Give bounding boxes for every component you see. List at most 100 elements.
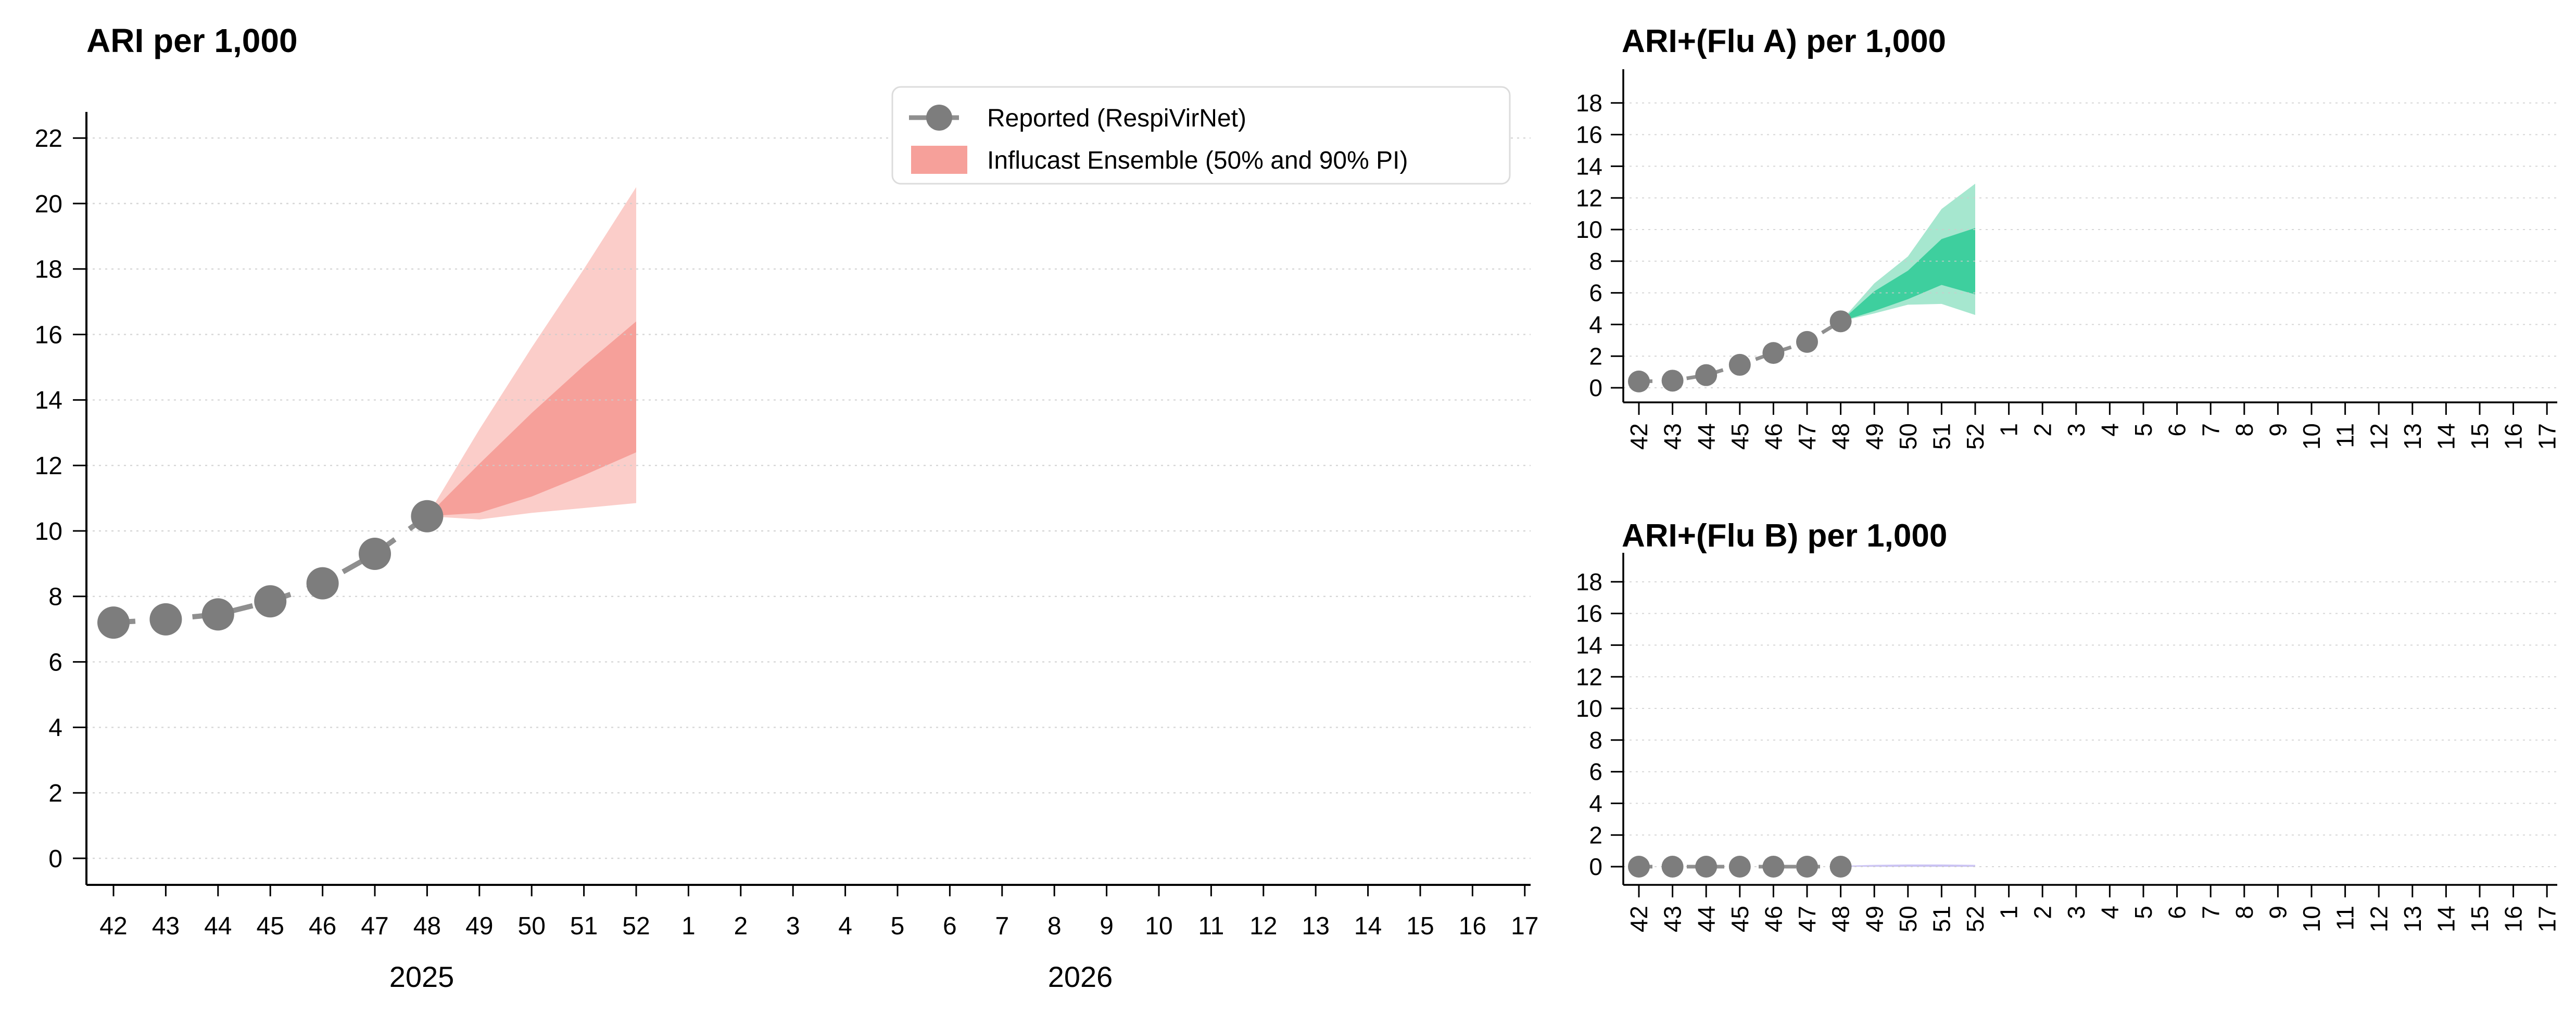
y-tick-label: 18 <box>1576 90 1602 117</box>
x-tick-label: 13 <box>1302 912 1330 940</box>
static-layer: ARI per 1,000 ARI+(Flu A) per 1,000 ARI+… <box>86 22 1947 993</box>
x-tick-label: 7 <box>2197 906 2224 919</box>
x-tick-label: 45 <box>1726 423 1753 450</box>
y-tick-label: 18 <box>35 256 62 284</box>
reported-point <box>1829 310 1852 333</box>
y-tick-label: 8 <box>1589 248 1602 275</box>
x-tick-label: 44 <box>1693 906 1720 932</box>
y-tick-label: 12 <box>1576 184 1602 211</box>
y-tick-label: 14 <box>35 387 62 414</box>
x-tick-label: 52 <box>1962 423 1989 450</box>
x-tick-label: 52 <box>622 912 650 940</box>
x-tick-label: 3 <box>2063 906 2090 919</box>
x-tick-label: 6 <box>2164 906 2191 919</box>
x-tick-label: 1 <box>1996 906 2023 919</box>
x-tick-label: 17 <box>1511 912 1538 940</box>
year-label-2026: 2026 <box>1048 960 1113 993</box>
y-tick-label: 10 <box>1576 695 1602 722</box>
x-tick-label: 11 <box>2332 906 2359 931</box>
x-tick-label: 5 <box>2130 906 2157 919</box>
x-tick-label: 3 <box>786 912 800 940</box>
y-tick-label: 6 <box>1589 758 1602 785</box>
x-tick-label: 8 <box>1047 912 1062 940</box>
x-tick-label: 16 <box>2500 423 2527 450</box>
forecast-band-pi90 <box>1840 183 1975 322</box>
y-tick-label: 16 <box>1576 600 1602 627</box>
y-tick-label: 0 <box>1589 853 1602 880</box>
y-tick-label: 12 <box>1576 663 1602 690</box>
x-tick-label: 12 <box>2365 423 2392 450</box>
y-tick-label: 22 <box>35 125 62 153</box>
y-tick-label: 16 <box>35 321 62 349</box>
x-tick-label: 16 <box>2500 906 2527 932</box>
x-tick-label: 4 <box>2097 906 2124 919</box>
x-tick-label: 48 <box>413 912 441 940</box>
x-tick-label: 51 <box>1928 906 1955 932</box>
x-tick-label: 43 <box>1659 906 1686 932</box>
x-tick-label: 46 <box>1760 906 1787 932</box>
x-tick-label: 15 <box>1406 912 1434 940</box>
y-tick-label: 6 <box>48 649 62 676</box>
x-tick-label: 3 <box>2063 423 2090 437</box>
x-tick-label: 49 <box>465 912 493 940</box>
y-tick-label: 20 <box>35 191 62 218</box>
y-tick-label: 10 <box>1576 216 1602 243</box>
x-tick-label: 1 <box>1996 423 2023 437</box>
reported-point <box>149 603 182 636</box>
x-tick-label: 11 <box>2332 423 2359 448</box>
y-tick-label: 8 <box>48 583 62 611</box>
x-tick-label: 8 <box>2231 906 2258 919</box>
reported-point <box>97 606 130 639</box>
x-tick-label: 13 <box>2399 423 2426 450</box>
x-tick-label: 43 <box>1659 423 1686 450</box>
reported-point <box>1628 856 1650 878</box>
x-tick-label: 44 <box>204 912 232 940</box>
y-tick-label: 4 <box>1589 311 1602 338</box>
x-tick-label: 51 <box>570 912 598 940</box>
x-tick-label: 15 <box>2466 423 2493 450</box>
x-tick-label: 10 <box>2298 906 2325 932</box>
x-tick-label: 50 <box>518 912 546 940</box>
x-tick-label: 11 <box>1198 912 1224 940</box>
x-tick-label: 42 <box>99 912 127 940</box>
flu-b-chart-title: ARI+(Flu B) per 1,000 <box>1622 518 1947 554</box>
y-tick-label: 12 <box>35 452 62 480</box>
x-tick-label: 47 <box>1794 423 1821 450</box>
x-tick-label: 7 <box>2197 423 2224 437</box>
reported-point <box>1728 353 1751 376</box>
forecast-band-pi50 <box>427 321 636 516</box>
x-tick-label: 52 <box>1962 906 1989 932</box>
ensemble-swatch-icon <box>911 146 967 174</box>
x-tick-label: 8 <box>2231 423 2258 437</box>
reported-point <box>1695 364 1718 386</box>
x-tick-label: 14 <box>2433 423 2460 450</box>
x-tick-label: 12 <box>2365 906 2392 932</box>
x-tick-label: 10 <box>2298 423 2325 450</box>
x-tick-label: 17 <box>2533 423 2560 450</box>
x-tick-label: 49 <box>1861 423 1888 450</box>
x-tick-label: 7 <box>995 912 1009 940</box>
x-tick-label: 47 <box>1794 906 1821 932</box>
reported-point <box>1796 856 1818 878</box>
x-tick-label: 1 <box>681 912 696 940</box>
y-tick-label: 4 <box>48 714 62 742</box>
x-tick-label: 48 <box>1827 906 1854 932</box>
x-tick-label: 46 <box>1760 423 1787 450</box>
x-tick-label: 48 <box>1827 423 1854 450</box>
x-tick-label: 12 <box>1249 912 1277 940</box>
x-tick-label: 43 <box>152 912 180 940</box>
y-tick-label: 14 <box>1576 153 1602 180</box>
x-tick-label: 49 <box>1861 906 1888 932</box>
reported-point <box>1695 856 1718 878</box>
reported-point <box>306 567 339 600</box>
y-tick-label: 14 <box>1576 632 1602 659</box>
reported-point <box>201 598 234 631</box>
legend: Reported (RespiVirNet) Influcast Ensembl… <box>891 86 1511 185</box>
x-tick-label: 4 <box>2097 423 2124 437</box>
reported-point <box>1796 331 1818 353</box>
y-tick-label: 6 <box>1589 280 1602 307</box>
x-tick-label: 6 <box>2164 423 2191 437</box>
